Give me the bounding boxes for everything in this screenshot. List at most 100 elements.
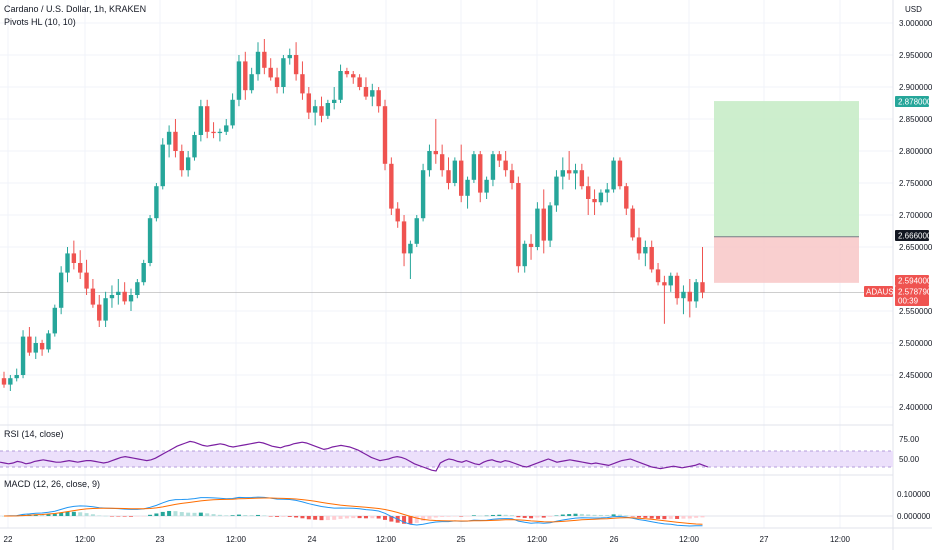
candle-body [700, 282, 705, 293]
candle-body [20, 336, 26, 375]
price-axis-tick: 2.500000 [899, 339, 932, 348]
price-axis[interactable]: 3.000000 2.950000 2.900000 2.850000 2.800000… [899, 19, 932, 412]
candle-body [478, 154, 483, 193]
candle [192, 131, 197, 161]
macd-bar [294, 516, 299, 518]
macd-bar [484, 515, 489, 517]
rsi-line [0, 440, 709, 472]
candle-body [300, 74, 305, 94]
candle [52, 304, 57, 337]
candle [516, 176, 521, 273]
profit-zone[interactable] [714, 101, 859, 237]
current-tag-bg [895, 286, 929, 306]
target-price-tag[interactable]: 2.878000 [895, 96, 932, 107]
candle-body [116, 291, 121, 295]
macd-bar [268, 516, 273, 517]
candle [376, 87, 381, 113]
candle [509, 163, 515, 190]
candle [427, 144, 432, 177]
macd-axis-tick: 0.000000 [897, 512, 931, 521]
candle-body [662, 282, 667, 286]
candle [160, 138, 165, 190]
candle-body [605, 189, 610, 193]
candle-body [109, 295, 115, 299]
candle-body [554, 176, 559, 206]
candle-body [459, 160, 464, 196]
macd-bar [548, 516, 553, 517]
candle-body [420, 170, 426, 219]
candle [465, 176, 470, 209]
macd-bar [338, 516, 343, 519]
candle [624, 183, 629, 215]
candle-body [255, 51, 261, 75]
macd-bar [510, 515, 514, 516]
candle-body [90, 288, 96, 305]
candle-body [217, 131, 223, 134]
entry-tag-value: 2.666000 [898, 232, 932, 241]
candle [46, 330, 51, 353]
candle [1, 371, 7, 388]
candle-body [389, 163, 394, 209]
macd-line [3, 496, 703, 527]
candle-body [566, 170, 572, 174]
candle-body [547, 205, 553, 241]
candle [693, 279, 699, 308]
symbol-legend[interactable]: Cardano / U.S. Dollar, 1h, KRAKEN [4, 4, 147, 14]
macd-bar [433, 516, 438, 518]
candle [217, 128, 223, 142]
stop-tag-bg [895, 275, 929, 286]
long-position-tool[interactable] [714, 101, 859, 283]
candle-body [630, 208, 635, 238]
candle-body [624, 186, 629, 209]
macd-bar [52, 513, 57, 516]
candle [579, 163, 585, 190]
candle [325, 99, 331, 119]
macd-bar [681, 516, 686, 519]
macd-legend[interactable]: MACD (12, 26, close, 9) [4, 479, 101, 489]
candle-body [198, 106, 204, 135]
macd-bar [471, 515, 476, 516]
candle [414, 215, 419, 247]
current-price-tag[interactable]: ADAUSD 2.578790 00:39 [864, 286, 932, 306]
candle-body [655, 269, 661, 283]
macd-bar [103, 515, 108, 517]
candle-body [97, 304, 102, 321]
entry-price-tag[interactable]: 2.666000 [895, 230, 932, 241]
pivots-legend[interactable]: Pivots HL (10, 10) [4, 17, 76, 27]
symbol-tag-bg [864, 286, 893, 297]
candle [154, 183, 159, 222]
stop-price-tag[interactable]: 2.594000 [895, 275, 932, 286]
candle-body [617, 160, 623, 187]
candle [306, 87, 311, 119]
candle-body [528, 243, 534, 247]
macd-bar [376, 516, 381, 519]
candle-body [192, 135, 197, 158]
rsi-legend[interactable]: RSI (14, close) [4, 429, 64, 439]
candle [135, 279, 140, 299]
macd-bar [662, 516, 667, 520]
candle-body [363, 87, 369, 97]
candle-body [503, 160, 508, 171]
macd-pane [0, 496, 893, 527]
macd-bar [40, 514, 45, 516]
time-axis[interactable]: 22 12:00 23 12:00 24 12:00 25 12:00 26 12:00 27 12:… [4, 535, 851, 544]
macd-bar [319, 516, 324, 521]
candle-body [433, 151, 438, 155]
rsi-axis-tick: 75.00 [899, 435, 920, 444]
macd-bar [357, 516, 362, 519]
candle [408, 240, 413, 279]
price-axis-tick: 2.650000 [899, 243, 932, 252]
macd-bar [84, 513, 89, 516]
macd-bar [71, 511, 76, 516]
macd-bar [135, 516, 140, 517]
macd-bar [554, 515, 559, 517]
candle [338, 64, 343, 103]
candle-body [674, 275, 680, 299]
candle [566, 151, 572, 180]
candle-body [592, 199, 597, 203]
symbol-tag-label: ADAUSD [866, 288, 900, 297]
loss-zone[interactable] [714, 236, 859, 283]
candle [332, 87, 337, 110]
time-axis-tick: 12:00 [830, 535, 851, 544]
